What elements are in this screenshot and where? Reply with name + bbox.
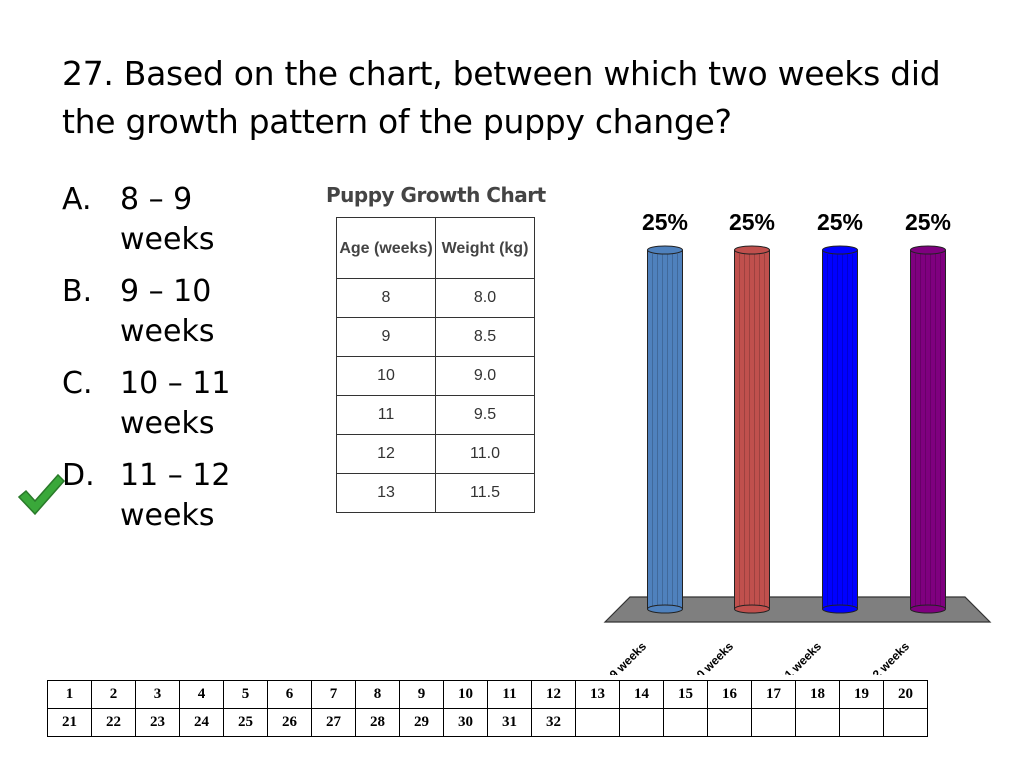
response-grid-row: 1 2 3 4 5 6 7 8 9 10 11 12 13 14 15 16 17 18 19 20 bbox=[47, 680, 928, 709]
table-row: 11 9.5 bbox=[336, 395, 535, 435]
response-cell: 14 bbox=[619, 680, 664, 709]
checkmark-icon bbox=[17, 473, 66, 516]
category-label: 11 – 12 weeks bbox=[847, 639, 913, 675]
table-row: 12 11.0 bbox=[336, 434, 535, 474]
cell-age: 12 bbox=[336, 434, 436, 474]
option-text: 11 – 12 weeks bbox=[120, 458, 231, 533]
response-cell: 16 bbox=[707, 680, 752, 709]
response-cell bbox=[751, 708, 796, 737]
response-cell: 17 bbox=[751, 680, 796, 709]
cell-weight: 11.5 bbox=[435, 473, 535, 513]
data-label: 25% bbox=[642, 209, 688, 235]
bar bbox=[647, 245, 683, 614]
response-cell: 18 bbox=[795, 680, 840, 709]
table-header-row: Age (weeks) Weight (kg) bbox=[336, 217, 535, 279]
response-cell: 13 bbox=[575, 680, 620, 709]
header-weight: Weight (kg) bbox=[435, 217, 535, 279]
option-letter: B. bbox=[62, 274, 93, 309]
response-cell: 15 bbox=[663, 680, 708, 709]
data-label: 25% bbox=[729, 209, 775, 235]
bar bbox=[910, 245, 946, 614]
response-cell: 23 bbox=[135, 708, 180, 737]
response-cell: 12 bbox=[531, 680, 576, 709]
option-b[interactable]: B. 9 – 10 weeks bbox=[62, 272, 250, 352]
response-cell bbox=[795, 708, 840, 737]
table-row: 10 9.0 bbox=[336, 356, 535, 396]
response-cell: 31 bbox=[487, 708, 532, 737]
option-text: 10 – 11 weeks bbox=[120, 366, 231, 441]
cell-age: 8 bbox=[336, 278, 436, 318]
bar bbox=[734, 245, 770, 614]
bar bbox=[822, 245, 858, 614]
cell-weight: 11.0 bbox=[435, 434, 535, 474]
response-cell: 21 bbox=[47, 708, 92, 737]
cell-weight: 8.0 bbox=[435, 278, 535, 318]
category-label: 10 – 11 weeks bbox=[759, 639, 825, 675]
response-cell: 8 bbox=[355, 680, 400, 709]
response-cell: 28 bbox=[355, 708, 400, 737]
header-age: Age (weeks) bbox=[336, 217, 436, 279]
response-cell: 11 bbox=[487, 680, 532, 709]
answer-options: A. 8 – 9 weeks B. 9 – 10 weeks C. 10 – 1… bbox=[62, 180, 250, 548]
response-cell: 24 bbox=[179, 708, 224, 737]
option-text: 9 – 10 weeks bbox=[120, 274, 215, 349]
option-d[interactable]: D. 11 – 12 weeks bbox=[62, 456, 250, 536]
response-cell bbox=[663, 708, 708, 737]
puppy-growth-table: Age (weeks) Weight (kg) 8 8.0 9 8.5 10 9.0 11 9… bbox=[336, 217, 535, 513]
option-letter: C. bbox=[62, 366, 93, 401]
response-cell: 3 bbox=[135, 680, 180, 709]
data-label: 25% bbox=[905, 209, 951, 235]
table-row: 8 8.0 bbox=[336, 278, 535, 318]
response-grid: 1 2 3 4 5 6 7 8 9 10 11 12 13 14 15 16 17 18 19 20 21 22 23 24 2… bbox=[47, 680, 928, 737]
response-cell: 20 bbox=[883, 680, 928, 709]
cell-age: 11 bbox=[336, 395, 436, 435]
response-cell: 6 bbox=[267, 680, 312, 709]
option-letter: A. bbox=[62, 182, 92, 217]
response-cell: 5 bbox=[223, 680, 268, 709]
bar-chart: 25% 25% 25% 25% 8 – 9 weeks 9 – 10 weeks 10 –… bbox=[593, 209, 992, 675]
response-cell bbox=[575, 708, 620, 737]
response-cell: 26 bbox=[267, 708, 312, 737]
option-text: 8 – 9 weeks bbox=[120, 182, 215, 257]
response-cell bbox=[619, 708, 664, 737]
data-label: 25% bbox=[817, 209, 863, 235]
chart-floor bbox=[603, 596, 992, 623]
response-cell: 27 bbox=[311, 708, 356, 737]
table-row: 9 8.5 bbox=[336, 317, 535, 357]
response-cell: 29 bbox=[399, 708, 444, 737]
cell-weight: 9.0 bbox=[435, 356, 535, 396]
table-title: Puppy Growth Chart bbox=[326, 183, 546, 207]
response-cell: 7 bbox=[311, 680, 356, 709]
cell-age: 9 bbox=[336, 317, 436, 357]
cell-age: 10 bbox=[336, 356, 436, 396]
response-cell bbox=[839, 708, 884, 737]
response-cell: 2 bbox=[91, 680, 136, 709]
question-text: 27. Based on the chart, between which tw… bbox=[62, 54, 941, 141]
cell-weight: 9.5 bbox=[435, 395, 535, 435]
response-cell: 1 bbox=[47, 680, 92, 709]
option-letter: D. bbox=[62, 458, 95, 493]
response-cell: 19 bbox=[839, 680, 884, 709]
response-cell: 32 bbox=[531, 708, 576, 737]
category-label: 9 – 10 weeks bbox=[675, 639, 737, 675]
option-c[interactable]: C. 10 – 11 weeks bbox=[62, 364, 250, 444]
response-grid-row: 21 22 23 24 25 26 27 28 29 30 31 32 bbox=[47, 708, 928, 737]
response-cell: 25 bbox=[223, 708, 268, 737]
response-cell: 22 bbox=[91, 708, 136, 737]
response-cell bbox=[707, 708, 752, 737]
cell-weight: 8.5 bbox=[435, 317, 535, 357]
category-label: 8 – 9 weeks bbox=[593, 639, 650, 675]
response-cell: 9 bbox=[399, 680, 444, 709]
cell-age: 13 bbox=[336, 473, 436, 513]
table-row: 13 11.5 bbox=[336, 473, 535, 513]
response-cell: 10 bbox=[443, 680, 488, 709]
option-a[interactable]: A. 8 – 9 weeks bbox=[62, 180, 250, 260]
response-cell bbox=[883, 708, 928, 737]
response-cell: 4 bbox=[179, 680, 224, 709]
response-cell: 30 bbox=[443, 708, 488, 737]
